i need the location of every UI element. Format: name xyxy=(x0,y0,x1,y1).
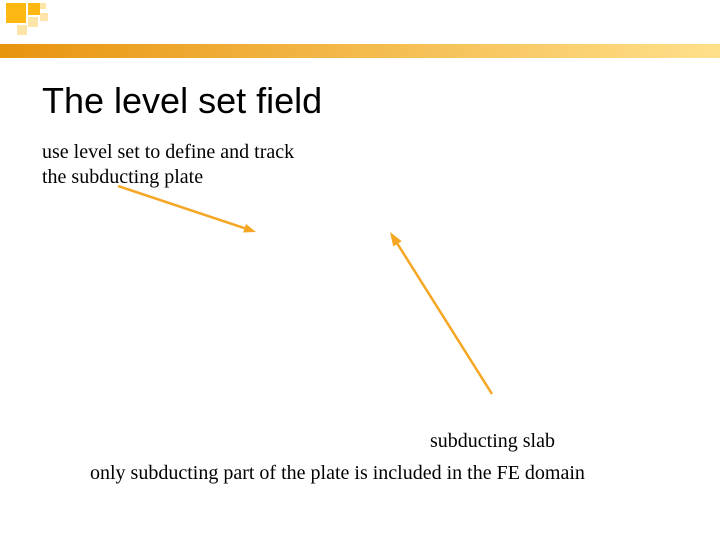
arrow-top-icon xyxy=(118,186,256,232)
header-band xyxy=(0,44,720,58)
intro-text: use level set to define and track the su… xyxy=(42,140,294,190)
intro-line1: use level set to define and track xyxy=(42,141,294,163)
decor-square xyxy=(40,13,48,21)
label-subducting-slab: subducting slab xyxy=(430,430,555,453)
decor-square xyxy=(28,17,38,27)
decor-square xyxy=(6,3,26,23)
decor-square xyxy=(28,3,40,15)
intro-line2: the subducting plate xyxy=(42,166,203,188)
arrow-bottom-icon xyxy=(390,232,492,394)
slide-title: The level set field xyxy=(42,80,322,122)
decor-square xyxy=(17,25,27,35)
footer-text: only subducting part of the plate is inc… xyxy=(90,462,585,485)
decor-square xyxy=(40,3,46,9)
